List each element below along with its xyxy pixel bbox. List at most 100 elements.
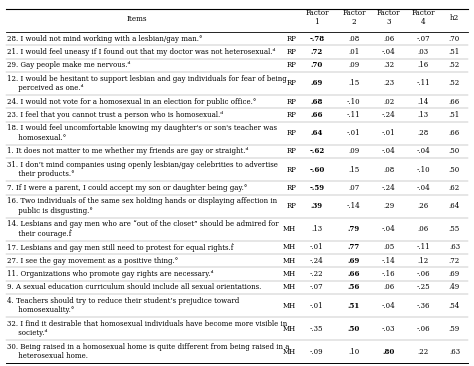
Text: RP: RP — [286, 147, 296, 156]
Text: .07: .07 — [348, 184, 359, 192]
Text: .23: .23 — [383, 79, 394, 87]
Text: .70: .70 — [310, 61, 323, 69]
Text: -.09: -.09 — [310, 348, 324, 355]
Text: -.14: -.14 — [382, 257, 395, 265]
Text: .77: .77 — [348, 243, 360, 251]
Text: 21. I would feel uneasy if I found out that my doctor was not heterosexual.ᵈ: 21. I would feel uneasy if I found out t… — [7, 48, 275, 56]
Text: .59: .59 — [449, 325, 460, 333]
Text: -.04: -.04 — [416, 184, 430, 192]
Text: .28: .28 — [418, 129, 429, 137]
Text: .56: .56 — [347, 283, 360, 291]
Text: .66: .66 — [449, 98, 460, 106]
Text: MH: MH — [283, 325, 296, 333]
Text: .69: .69 — [310, 79, 323, 87]
Text: .80: .80 — [383, 348, 395, 355]
Text: -.11: -.11 — [347, 111, 361, 119]
Text: .32: .32 — [383, 61, 394, 69]
Text: -.04: -.04 — [382, 225, 395, 233]
Text: MH: MH — [283, 257, 296, 265]
Text: -.25: -.25 — [416, 283, 430, 291]
Text: Factor
4: Factor 4 — [411, 9, 435, 26]
Text: .51: .51 — [449, 48, 460, 56]
Text: .26: .26 — [418, 202, 429, 210]
Text: .50: .50 — [449, 147, 460, 156]
Text: 17. Lesbians and gay men still need to protest for equal rights.ḟ: 17. Lesbians and gay men still need to p… — [7, 243, 234, 252]
Text: .06: .06 — [383, 34, 394, 42]
Text: .63: .63 — [449, 348, 460, 355]
Text: .29: .29 — [383, 202, 394, 210]
Text: -.22: -.22 — [310, 270, 324, 278]
Text: RP: RP — [286, 61, 296, 69]
Text: Items: Items — [126, 15, 146, 23]
Text: .69: .69 — [347, 257, 360, 265]
Text: .63: .63 — [449, 243, 460, 251]
Text: -.36: -.36 — [417, 302, 430, 310]
Text: MH: MH — [283, 348, 296, 355]
Text: -.35: -.35 — [310, 325, 324, 333]
Text: -.24: -.24 — [310, 257, 324, 265]
Text: RP: RP — [286, 79, 296, 87]
Text: 7. If I were a parent, I could accept my son or daughter being gay.°: 7. If I were a parent, I could accept my… — [7, 184, 247, 192]
Text: .08: .08 — [383, 166, 394, 173]
Text: 9. A sexual education curriculum should include all sexual orientations.: 9. A sexual education curriculum should … — [7, 283, 262, 291]
Text: .64: .64 — [449, 202, 460, 210]
Text: RP: RP — [286, 166, 296, 173]
Text: -.07: -.07 — [310, 283, 324, 291]
Text: 23. I feel that you cannot trust a person who is homosexual.ᵈ: 23. I feel that you cannot trust a perso… — [7, 111, 223, 119]
Text: .54: .54 — [449, 302, 460, 310]
Text: .05: .05 — [383, 243, 394, 251]
Text: .50: .50 — [449, 166, 460, 173]
Text: MH: MH — [283, 270, 296, 278]
Text: .13: .13 — [311, 225, 322, 233]
Text: -.04: -.04 — [382, 48, 395, 56]
Text: .49: .49 — [449, 283, 460, 291]
Text: .51: .51 — [348, 302, 360, 310]
Text: RP: RP — [286, 129, 296, 137]
Text: -.11: -.11 — [416, 243, 430, 251]
Text: .50: .50 — [348, 325, 360, 333]
Text: .66: .66 — [347, 270, 360, 278]
Text: .51: .51 — [449, 111, 460, 119]
Text: 31. I don’t mind companies using openly lesbian/gay celebrities to advertise
   : 31. I don’t mind companies using openly … — [7, 161, 278, 178]
Text: .09: .09 — [348, 61, 359, 69]
Text: .08: .08 — [348, 34, 359, 42]
Text: .15: .15 — [348, 166, 359, 173]
Text: -.01: -.01 — [347, 129, 361, 137]
Text: -.06: -.06 — [416, 270, 430, 278]
Text: 1. It does not matter to me whether my friends are gay or straight.ᵈ: 1. It does not matter to me whether my f… — [7, 147, 248, 156]
Text: 18. I would feel uncomfortable knowing my daughter's or son's teacher was
     h: 18. I would feel uncomfortable knowing m… — [7, 124, 277, 142]
Text: RP: RP — [286, 202, 296, 210]
Text: -.04: -.04 — [382, 302, 395, 310]
Text: -.01: -.01 — [310, 302, 324, 310]
Text: -.01: -.01 — [310, 243, 324, 251]
Text: .64: .64 — [310, 129, 323, 137]
Text: 29. Gay people make me nervous.ᵈ: 29. Gay people make me nervous.ᵈ — [7, 61, 130, 69]
Text: MH: MH — [283, 302, 296, 310]
Text: .06: .06 — [383, 283, 394, 291]
Text: RP: RP — [286, 48, 296, 56]
Text: .06: .06 — [418, 225, 429, 233]
Text: .69: .69 — [449, 270, 460, 278]
Text: 27. I see the gay movement as a positive thing.°: 27. I see the gay movement as a positive… — [7, 257, 178, 265]
Text: .62: .62 — [449, 184, 460, 192]
Text: MH: MH — [283, 283, 296, 291]
Text: -.06: -.06 — [416, 325, 430, 333]
Text: 24. I would not vote for a homosexual in an election for public office.°: 24. I would not vote for a homosexual in… — [7, 98, 256, 106]
Text: .12: .12 — [418, 257, 429, 265]
Text: .09: .09 — [348, 147, 359, 156]
Text: 28. I would not mind working with a lesbian/gay man.°: 28. I would not mind working with a lesb… — [7, 34, 202, 42]
Text: -.01: -.01 — [382, 129, 395, 137]
Text: -.11: -.11 — [416, 79, 430, 87]
Text: .16: .16 — [418, 61, 429, 69]
Text: MH: MH — [283, 243, 296, 251]
Text: -.10: -.10 — [347, 98, 361, 106]
Text: .02: .02 — [383, 98, 394, 106]
Text: .10: .10 — [348, 348, 359, 355]
Text: -.60: -.60 — [309, 166, 324, 173]
Text: .22: .22 — [418, 348, 429, 355]
Text: .55: .55 — [449, 225, 460, 233]
Text: RP: RP — [286, 111, 296, 119]
Text: -.10: -.10 — [416, 166, 430, 173]
Text: -.24: -.24 — [382, 111, 395, 119]
Text: -.04: -.04 — [416, 147, 430, 156]
